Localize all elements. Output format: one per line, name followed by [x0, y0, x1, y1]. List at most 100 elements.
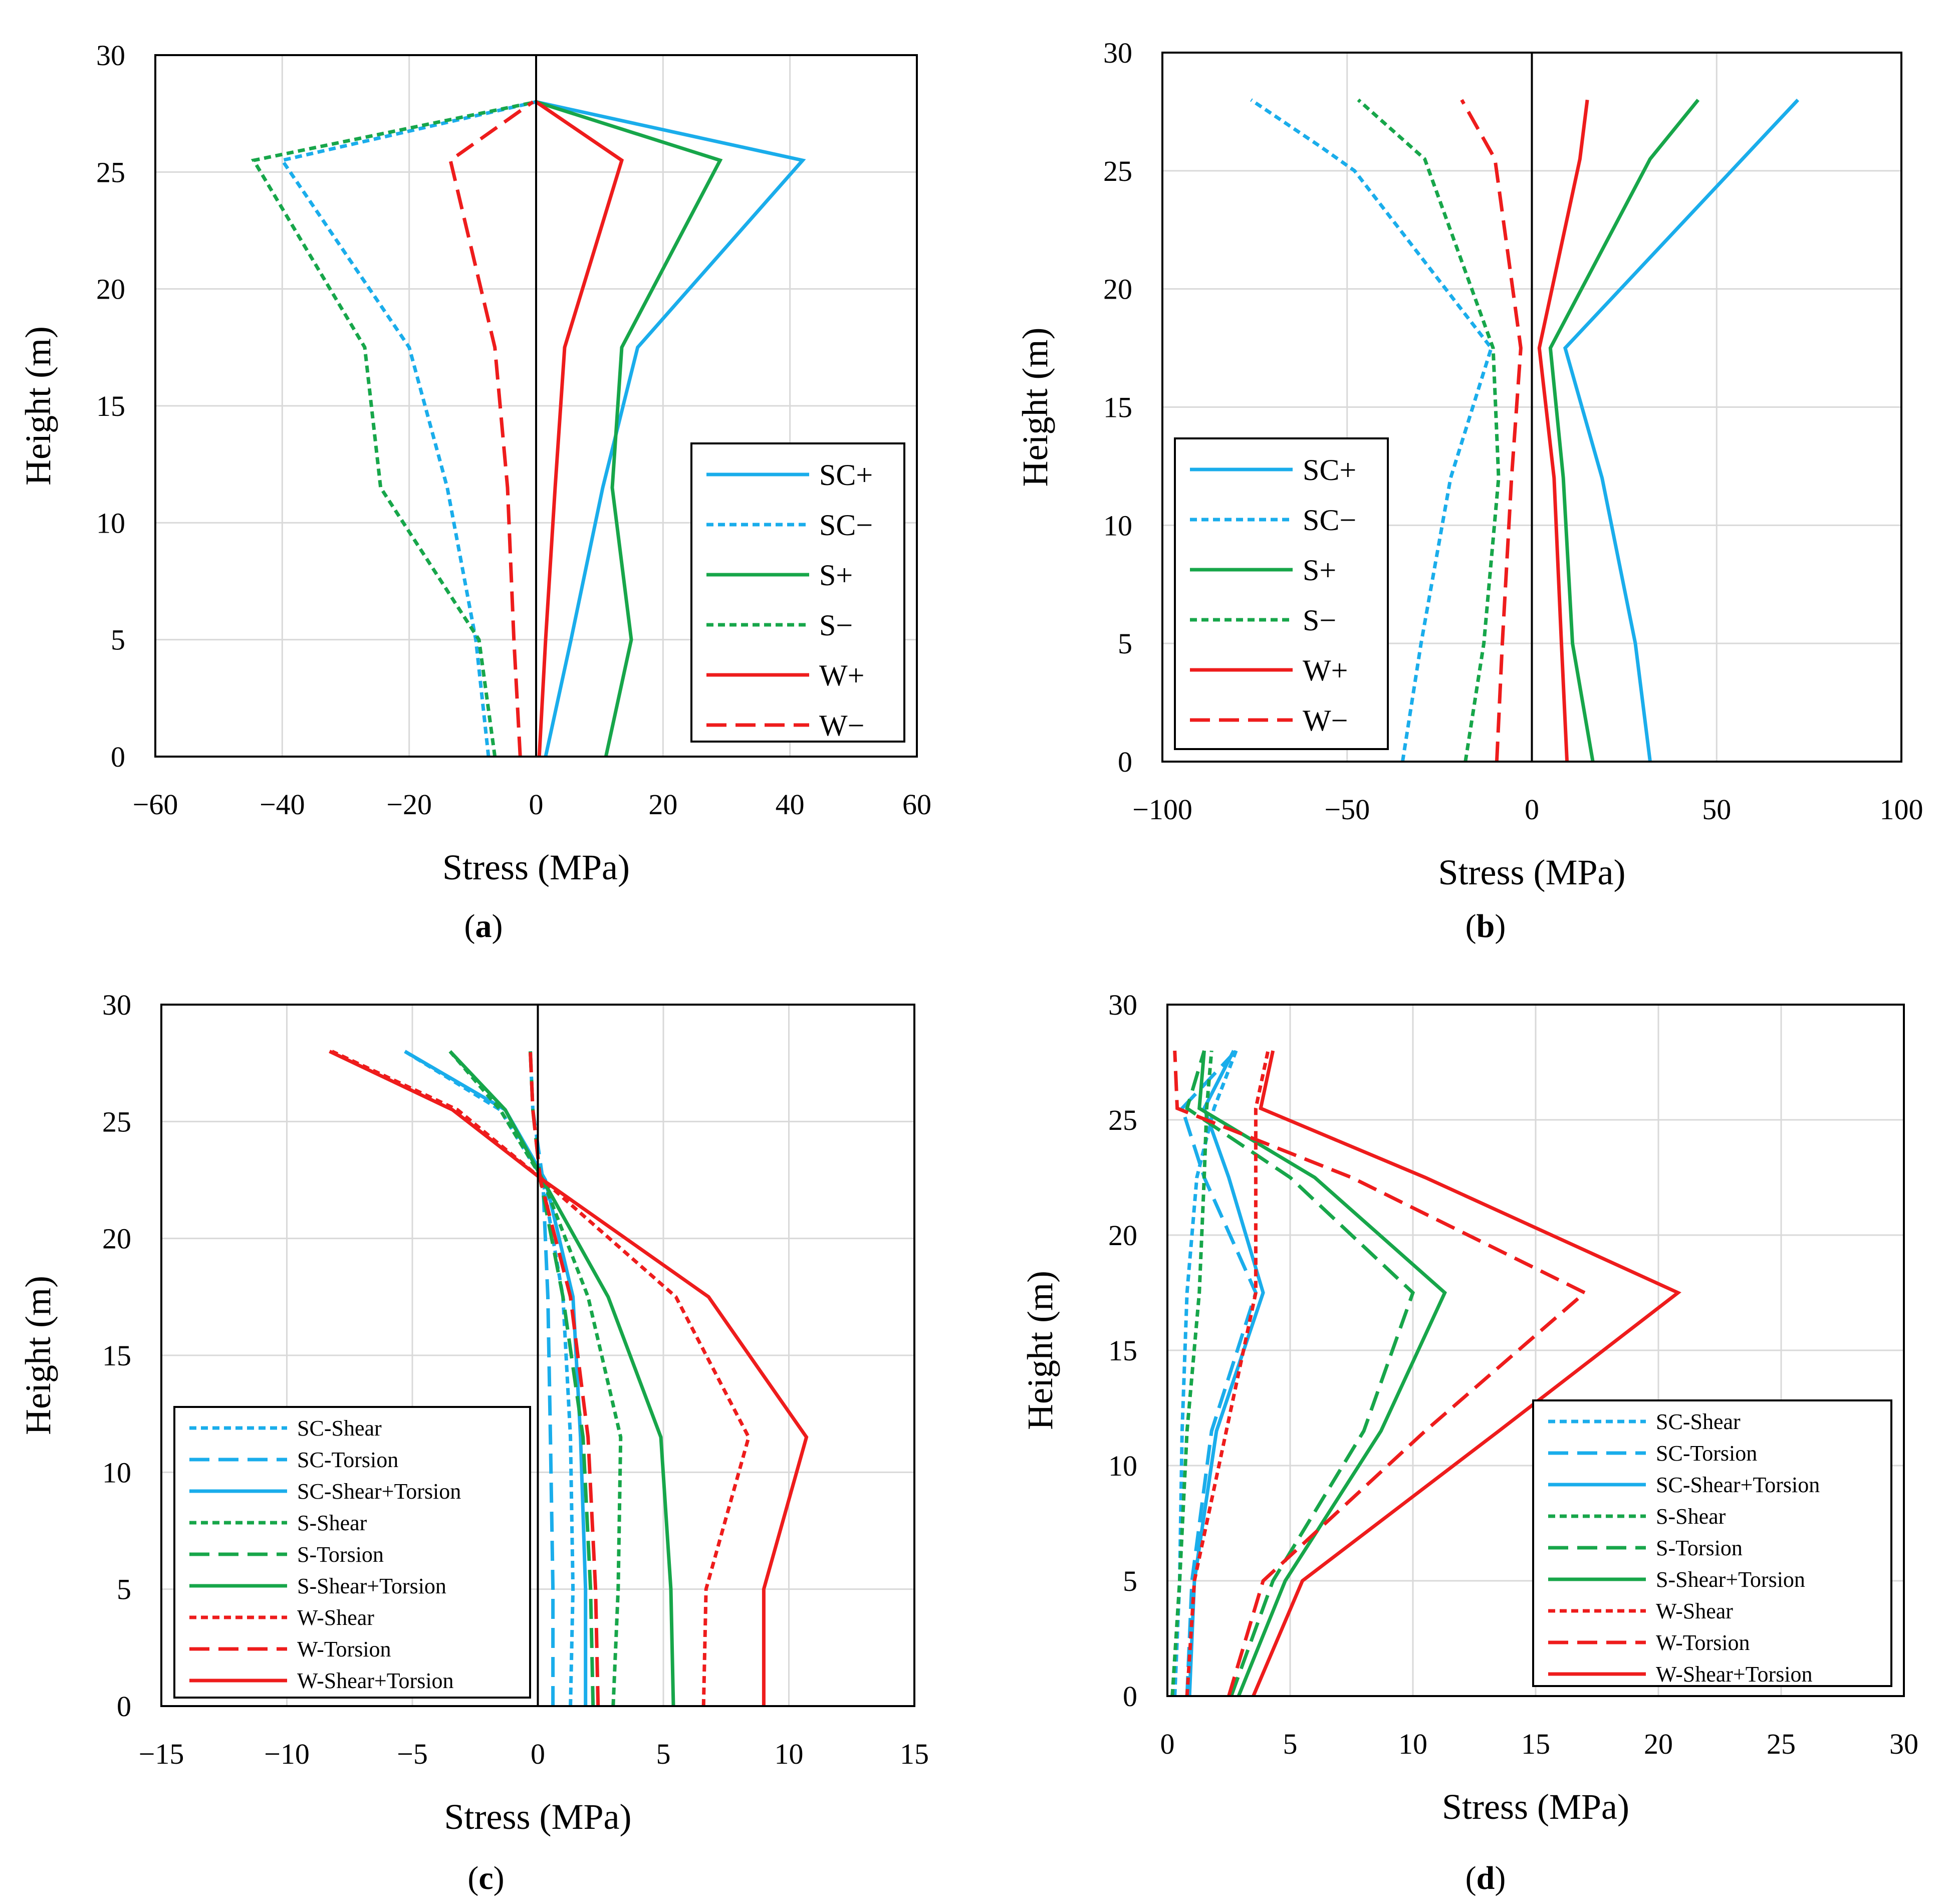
series-line-W+: [1537, 99, 1589, 762]
legend-label: SC−: [819, 509, 873, 542]
legend-box: [1532, 1399, 1892, 1687]
series-line-S-Shear: [1170, 1050, 1213, 1697]
legend-label: S+: [819, 559, 853, 592]
series-line-W+: [535, 100, 624, 757]
x-tick-label: 5: [656, 1738, 671, 1770]
legend: SC+ SC− S+ S− W+ W−: [690, 442, 905, 743]
legend-label: W-Shear: [297, 1605, 374, 1630]
x-tick-label: −5: [397, 1738, 428, 1770]
x-tick-label: −100: [1132, 793, 1192, 826]
series-line-S-Shear+Torsion: [1197, 1050, 1447, 1697]
legend-label: S−: [819, 609, 853, 642]
y-axis-label: Height (m): [18, 1276, 58, 1435]
y-tick-label: 5: [117, 1573, 131, 1606]
caption-close: ): [494, 1860, 505, 1896]
y-tick-label: 20: [1108, 1219, 1137, 1252]
legend-label: W+: [819, 659, 864, 692]
x-tick-label: −20: [386, 788, 432, 821]
series-line-W−: [448, 100, 534, 757]
legend-label: W−: [819, 709, 864, 742]
legend-label: S+: [1303, 554, 1336, 587]
x-tick-label: −50: [1324, 793, 1370, 826]
x-tick-label: 100: [1880, 793, 1923, 826]
x-tick-label: 15: [900, 1738, 929, 1770]
legend-label: SC+: [819, 458, 873, 492]
legend-label: S-Shear+Torsion: [297, 1574, 446, 1598]
y-tick-label: 5: [1118, 627, 1132, 660]
series-line-S-Shear+Torsion: [448, 1050, 675, 1707]
y-tick-label: 20: [96, 273, 125, 306]
y-tick-label: 25: [1103, 155, 1132, 187]
legend-label: W-Shear+Torsion: [297, 1669, 454, 1693]
legend-box: [1174, 437, 1389, 750]
x-tick-label: 15: [1521, 1728, 1550, 1760]
legend-box: [690, 442, 905, 743]
y-axis-label: Height (m): [1020, 1271, 1060, 1430]
series-group: [329, 1050, 809, 1707]
series-line-S-Torsion: [529, 1051, 595, 1707]
x-tick-label: 10: [1398, 1728, 1427, 1760]
series-group: [1250, 98, 1800, 762]
series-line-W-Torsion: [1173, 1050, 1588, 1697]
series-line-SC+: [1563, 98, 1800, 762]
legend-label: W+: [1303, 654, 1348, 687]
y-tick-label: 25: [1108, 1104, 1137, 1136]
caption-close: ): [1495, 908, 1506, 944]
y-tick-label: 0: [1123, 1680, 1137, 1713]
x-tick-labels: 0 5 10 15 20 25 30: [1160, 1728, 1919, 1760]
series-line-SC-Shear: [1173, 1050, 1238, 1697]
y-tick-label: 30: [1103, 37, 1132, 69]
caption-close: ): [1495, 1860, 1506, 1896]
legend-label: SC-Shear+Torsion: [1656, 1473, 1820, 1497]
x-tick-label: −10: [264, 1738, 310, 1770]
x-axis-label: Stress (MPa): [1442, 1787, 1629, 1827]
series-line-W-Torsion: [529, 1051, 600, 1707]
series-group: [251, 100, 806, 757]
y-tick-label: 15: [102, 1339, 131, 1372]
legend: SC+ SC− S+ S− W+ W−: [1174, 437, 1389, 750]
panel-caption: (d): [1465, 1860, 1506, 1896]
x-axis-label: Stress (MPa): [1438, 852, 1626, 892]
x-tick-label: 10: [775, 1738, 804, 1770]
panel-d: 0 5 10 15 20 25 30 0 5 10 15 20 25 30 Stress (MPa) H…: [1020, 989, 1918, 1896]
panel-c: 0 5 10 15 20 25 30 −15 −10 −5 0 5 10 15 Stress (MPa)…: [18, 989, 929, 1896]
x-tick-label: −60: [133, 788, 178, 821]
y-tick-label: 0: [111, 741, 125, 773]
series-line-W−: [1460, 99, 1523, 762]
y-tick-label: 0: [1118, 746, 1132, 778]
caption-open: (: [1465, 1860, 1477, 1896]
series-line-SC-Shear+Torsion: [1187, 1050, 1265, 1697]
legend-label: S-Torsion: [1656, 1536, 1743, 1560]
series-line-W-Shear: [331, 1050, 751, 1707]
legend-label: S-Shear: [297, 1511, 367, 1535]
panel-caption: (b): [1465, 908, 1506, 944]
y-tick-label: 20: [102, 1223, 131, 1255]
series-line-S+: [1548, 99, 1700, 762]
y-tick-label: 5: [111, 624, 125, 656]
x-tick-label: 5: [1283, 1728, 1298, 1760]
panel-caption: (a): [464, 908, 503, 944]
y-tick-label: 10: [1108, 1450, 1137, 1482]
legend-label: SC+: [1303, 453, 1356, 487]
series-group: [1170, 1049, 1681, 1697]
x-tick-label: −40: [260, 788, 305, 821]
y-tick-label: 30: [96, 39, 125, 72]
y-tick-label: 25: [102, 1105, 131, 1138]
x-tick-label: 40: [776, 788, 805, 821]
y-tick-label: 10: [96, 507, 125, 539]
x-axis-label: Stress (MPa): [444, 1797, 632, 1837]
y-tick-label: 30: [1108, 989, 1137, 1021]
y-tick-label: 0: [117, 1690, 131, 1723]
legend-label: W-Shear: [1656, 1599, 1733, 1623]
caption-letter: b: [1477, 908, 1495, 944]
x-tick-label: 20: [648, 788, 677, 821]
legend-label: W-Torsion: [297, 1637, 391, 1661]
panel-a: 0 5 10 15 20 25 30 −60 −40 −20 0 20 40 60 Stress (MP…: [18, 39, 931, 944]
y-tick-label: 15: [1103, 391, 1132, 424]
x-tick-labels: −60 −40 −20 0 20 40 60: [133, 788, 931, 821]
caption-letter: a: [475, 908, 492, 944]
series-line-S-Shear: [448, 1050, 623, 1707]
y-tick-label: 25: [96, 156, 125, 188]
y-tick-label: 30: [102, 989, 131, 1021]
